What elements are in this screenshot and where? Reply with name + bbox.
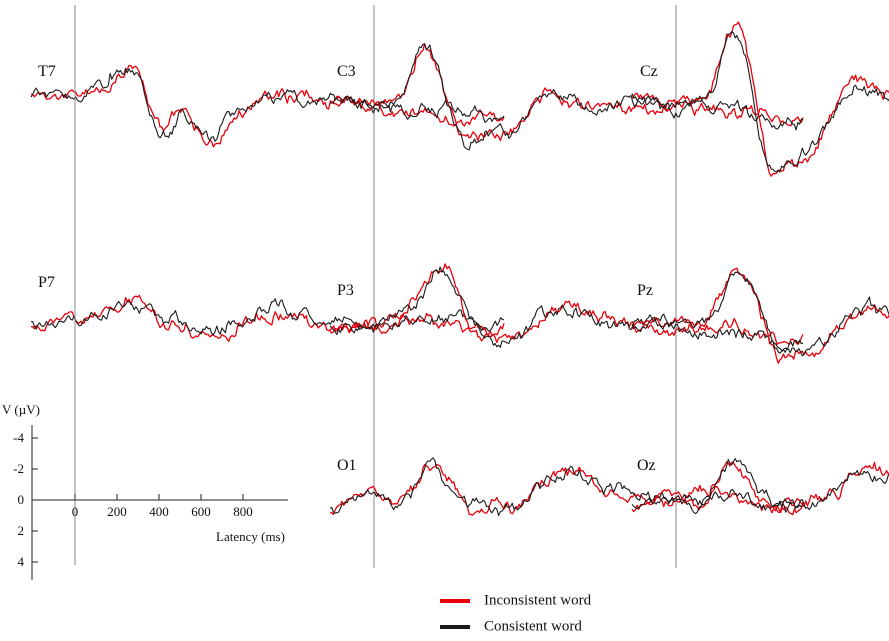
y-tick-label: 2 — [18, 523, 25, 538]
series-line-consistent — [631, 31, 889, 173]
channel-label: O1 — [337, 457, 357, 474]
channel-o1: O1 — [329, 457, 804, 517]
channel-label: P3 — [337, 282, 354, 299]
series-line-consistent — [30, 298, 505, 336]
x-tick-label: 600 — [191, 504, 211, 519]
series-line-consistent — [30, 67, 505, 142]
y-axis-title: V (µV) — [2, 402, 40, 417]
channel-pz: Pz — [631, 267, 889, 364]
scale-axis: V (µV) -4 -2 0 2 4 0 200 400 600 800 Latency (ms… — [2, 5, 288, 580]
channel-p3: P3 — [329, 263, 804, 352]
channel-label: T7 — [38, 63, 56, 80]
series-line-consistent — [329, 43, 804, 151]
series-line-consistent — [329, 457, 804, 517]
x-tick-label: 400 — [149, 504, 169, 519]
channel-label: Pz — [637, 282, 653, 299]
series-line-consistent — [329, 266, 804, 352]
y-tick-label: -4 — [13, 430, 24, 445]
y-tick-label: 0 — [18, 492, 25, 507]
series-line-inconsistent — [31, 64, 505, 148]
y-ticks: -4 -2 0 2 4 — [13, 430, 38, 569]
legend: Inconsistent word Consistent word — [440, 592, 592, 634]
series-line-inconsistent — [631, 267, 889, 364]
x-ticks: 0 200 400 600 800 — [72, 494, 253, 519]
channel-panels: T7 C3 Cz P7 P3 Pz O1 Oz — [30, 5, 889, 568]
legend-label-inconsistent: Inconsistent word — [484, 592, 592, 608]
series-line-inconsistent — [329, 463, 804, 516]
y-tick-label: -2 — [13, 461, 24, 476]
x-tick-label: 200 — [107, 504, 127, 519]
channel-oz: Oz — [631, 457, 889, 515]
series-line-inconsistent — [329, 263, 804, 346]
channel-label: Oz — [637, 457, 656, 474]
y-tick-label: 4 — [18, 554, 25, 569]
series-line-inconsistent — [631, 461, 889, 513]
x-tick-label: 0 — [72, 504, 79, 519]
series-line-inconsistent — [329, 43, 804, 142]
series-line-inconsistent — [30, 294, 505, 343]
legend-label-consistent: Consistent word — [484, 618, 582, 634]
series-line-consistent — [631, 458, 889, 515]
channel-cz: Cz — [631, 21, 889, 177]
channel-label: P7 — [38, 274, 55, 291]
channel-label: Cz — [640, 63, 658, 80]
x-axis-title: Latency (ms) — [216, 529, 285, 544]
channel-c3: C3 — [329, 43, 804, 151]
channel-label: C3 — [337, 63, 356, 80]
series-line-inconsistent — [631, 21, 889, 177]
channel-t7: T7 — [30, 63, 505, 148]
series-line-consistent — [631, 271, 889, 357]
channel-p7: P7 — [30, 274, 505, 343]
x-tick-label: 800 — [233, 504, 253, 519]
